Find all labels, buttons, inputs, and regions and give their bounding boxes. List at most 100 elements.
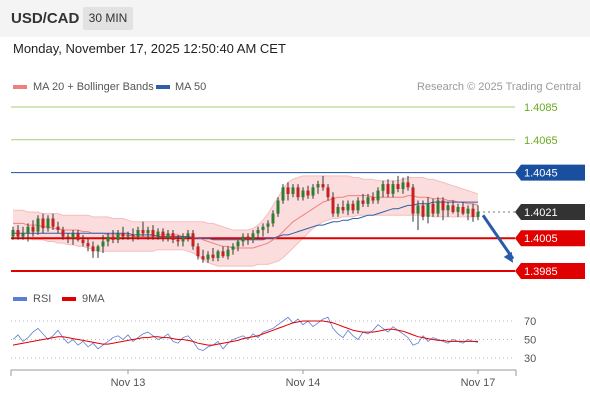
- candle-body: [196, 246, 200, 257]
- bollinger-band-fill: [13, 175, 478, 267]
- candle-body: [266, 223, 270, 227]
- candle-body: [131, 234, 135, 237]
- candle-body: [401, 182, 405, 189]
- level-label-resistance: 1.4085: [524, 102, 558, 114]
- time-axis-label: Nov 13: [111, 377, 146, 389]
- candle-body: [471, 208, 475, 217]
- candle-body: [226, 249, 230, 257]
- candle-body: [286, 187, 290, 194]
- candle-body: [176, 239, 180, 242]
- candle-body: [271, 213, 275, 224]
- level-label-box: [515, 263, 585, 279]
- candle-body: [171, 233, 175, 240]
- rsi-legend-label: RSI: [33, 293, 51, 305]
- candle-body: [296, 187, 300, 198]
- ma20-legend-label: MA 20 + Bollinger Bands: [33, 81, 154, 93]
- candle-body: [326, 187, 330, 198]
- candle-body: [406, 182, 410, 188]
- candle-body: [316, 184, 320, 188]
- candle-body: [396, 184, 400, 189]
- candle-body: [336, 207, 340, 214]
- candle-body: [101, 241, 105, 247]
- ma9-legend-swatch: [62, 297, 76, 301]
- candle-body: [411, 187, 415, 214]
- rsi-line: [12, 316, 479, 352]
- candle-body: [161, 231, 165, 239]
- level-label-box: [515, 230, 585, 247]
- candle-body: [151, 230, 155, 237]
- candle-body: [461, 207, 465, 214]
- chart-header: USD/CAD 30 MIN: [0, 0, 590, 37]
- candle-body: [216, 251, 220, 258]
- candle-body: [356, 200, 360, 211]
- candle-body: [236, 241, 240, 247]
- candlesticks: [11, 175, 480, 263]
- level-label-last: 1.4021: [524, 207, 558, 219]
- candle-body: [56, 226, 60, 230]
- candle-body: [376, 190, 380, 201]
- candle-body: [426, 203, 430, 217]
- candle-body: [206, 254, 210, 260]
- ma9-legend-label: 9MA: [82, 293, 105, 305]
- candle-body: [386, 184, 390, 194]
- time-axis: Nov 13 Nov 14 Nov 17: [10, 369, 517, 389]
- candle-body: [146, 230, 150, 234]
- bollinger-upper-line: [13, 175, 479, 231]
- rsi-legend-swatch: [13, 297, 27, 301]
- level-label-box: [515, 164, 585, 181]
- candle-body: [136, 230, 140, 237]
- candle-body: [476, 212, 480, 217]
- candle-body: [371, 197, 375, 201]
- candle-body: [466, 208, 470, 214]
- candle-body: [11, 230, 15, 237]
- candle-body: [111, 236, 115, 240]
- candle-body: [16, 230, 20, 237]
- forecast-arrow: [481, 214, 515, 263]
- candle-body: [126, 234, 130, 237]
- level-label-support: 1.3985: [524, 266, 558, 278]
- level-label-support: 1.4005: [524, 233, 558, 245]
- candle-body: [71, 233, 75, 239]
- candle-body: [91, 246, 95, 252]
- candle-body: [186, 233, 190, 237]
- moving-averages: [13, 195, 479, 249]
- candle-body: [96, 246, 100, 252]
- candle-body: [201, 256, 205, 260]
- rsi-ma9-line: [12, 320, 478, 346]
- rsi-panel: 70 50 30: [11, 316, 536, 365]
- candle-body: [256, 230, 260, 234]
- candle-body: [81, 239, 85, 244]
- timeframe-button[interactable]: 30 MIN: [83, 7, 133, 30]
- candle-body: [221, 251, 225, 257]
- candle-body: [21, 233, 25, 237]
- candle-body: [281, 187, 285, 201]
- price-level-labels: 1.4085 1.4065 1.4045 1.4021 1.4005 1.3985: [515, 102, 585, 279]
- candle-body: [431, 203, 435, 214]
- candle-body: [121, 233, 125, 237]
- candle-body: [311, 187, 315, 196]
- ma20-line: [13, 195, 479, 249]
- candle-body: [306, 190, 310, 196]
- candle-body: [116, 233, 120, 240]
- candle-body: [36, 218, 40, 232]
- candle-body: [241, 236, 245, 242]
- candle-body: [421, 205, 425, 217]
- candle-body: [321, 184, 325, 188]
- candle-body: [246, 236, 250, 240]
- time-axis-label: Nov 17: [461, 377, 496, 389]
- candle-body: [331, 197, 335, 214]
- symbol-title: USD/CAD: [11, 10, 80, 27]
- price-levels: [11, 106, 515, 272]
- candle-body: [361, 200, 365, 204]
- ma50-legend-label: MA 50: [175, 81, 206, 93]
- chart-timestamp: Monday, November 17, 2025 12:50:40 AM CE…: [13, 41, 286, 56]
- rsi-tick-label: 70: [524, 316, 536, 328]
- candle-body: [446, 205, 450, 211]
- ma20-legend-swatch: [13, 85, 27, 89]
- bollinger-bands: [13, 175, 479, 267]
- candle-body: [51, 218, 55, 227]
- candle-body: [251, 233, 255, 240]
- candle-body: [76, 233, 80, 240]
- forecast-arrow-shaft: [481, 214, 515, 260]
